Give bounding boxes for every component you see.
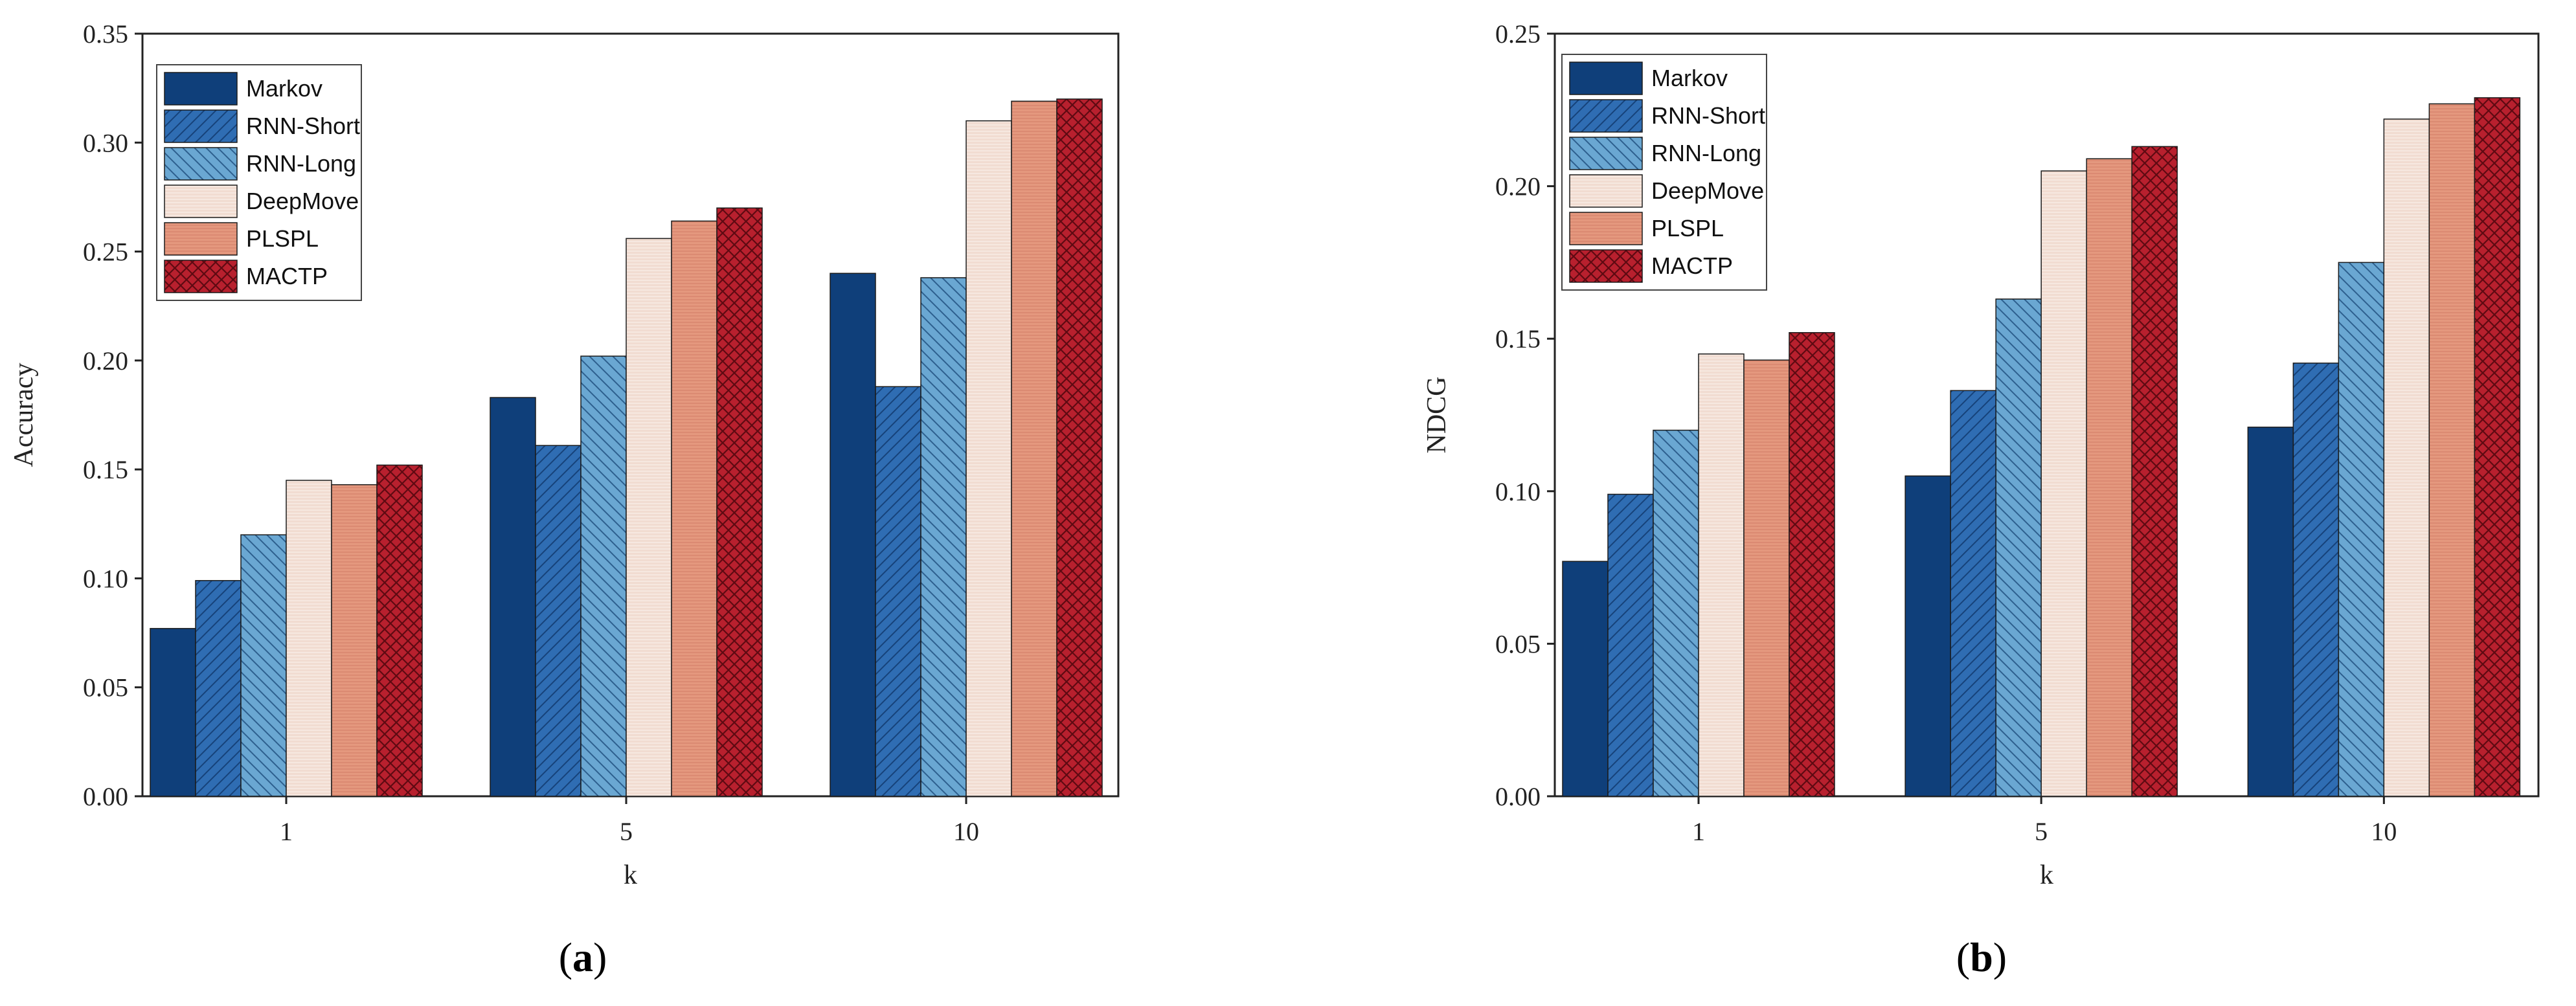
- legend-swatch-deepmove: [1569, 174, 1643, 208]
- y-tick-label: 0.10: [1495, 477, 1541, 506]
- y-tick-label: 0.30: [83, 128, 128, 157]
- bar-markov-k10: [830, 273, 876, 797]
- bar-deepmove-k5: [626, 238, 672, 797]
- legend-label-plspl: PLSPL: [1651, 215, 1724, 241]
- bar-rnn-short-k10: [2292, 363, 2340, 797]
- bar-mactp-k5: [2131, 146, 2178, 797]
- legend: Markov RNN-Short RNN-Long DeepMove PLSPL MACT…: [156, 64, 362, 301]
- y-tick-label: 0.15: [1495, 324, 1541, 353]
- legend-swatch-markov: [164, 72, 238, 106]
- legend-label-deepmove: DeepMove: [1651, 177, 1764, 204]
- y-tick-label: 0.25: [1495, 19, 1541, 49]
- bar-rnn-short-k10: [875, 386, 921, 797]
- bar-rnn-short-k1: [195, 580, 242, 797]
- y-tick-label: 0.15: [83, 455, 128, 484]
- legend-swatch-plspl: [164, 222, 238, 256]
- bar-deepmove-k5: [2040, 170, 2087, 797]
- x-axis-title: k: [624, 860, 637, 890]
- bar-deepmove-k10: [966, 120, 1012, 797]
- bar-plspl-k1: [1743, 359, 1790, 797]
- bar-markov-k1: [150, 628, 196, 797]
- legend-swatch-plspl: [1569, 212, 1643, 245]
- legend-label-rnn-short: RNN-Short: [1651, 102, 1765, 129]
- bar-mactp-k5: [716, 207, 763, 797]
- panel-label: (b): [1956, 934, 2007, 980]
- bar-markov-k1: [1562, 561, 1609, 797]
- bar-markov-k5: [490, 397, 536, 797]
- y-tick-label: 0.00: [83, 782, 128, 811]
- legend-label-mactp: MACTP: [1651, 252, 1733, 279]
- bar-rnn-long-k5: [580, 355, 627, 797]
- legend-label-markov: Markov: [246, 75, 322, 102]
- bar-plspl-k10: [1011, 100, 1057, 797]
- legend-swatch-deepmove: [164, 184, 238, 218]
- legend-swatch-mactp: [164, 260, 238, 293]
- y-tick-label: 0.10: [83, 564, 128, 593]
- y-tick-label: 0.25: [83, 238, 128, 267]
- bar-plspl-k10: [2428, 103, 2476, 797]
- bar-deepmove-k1: [1698, 353, 1745, 797]
- legend-swatch-rnn-long: [164, 147, 238, 181]
- x-tick-label: 1: [280, 817, 293, 846]
- bar-rnn-long-k1: [1653, 429, 1699, 797]
- legend-label-rnn-short: RNN-Short: [246, 113, 360, 139]
- legend-swatch-mactp: [1569, 249, 1643, 283]
- bar-rnn-long-k1: [240, 534, 287, 797]
- bar-mactp-k1: [376, 464, 423, 797]
- bar-rnn-short-k5: [535, 445, 582, 797]
- bar-mactp-k10: [1056, 98, 1103, 797]
- x-tick-label: 10: [2371, 817, 2397, 846]
- legend-label-rnn-long: RNN-Long: [1651, 140, 1761, 166]
- bar-plspl-k5: [671, 220, 717, 797]
- y-tick-label: 0.05: [83, 673, 128, 702]
- bar-mactp-k1: [1789, 332, 1835, 797]
- legend-label-markov: Markov: [1651, 65, 1728, 91]
- bar-markov-k10: [2247, 427, 2294, 797]
- chart-panel-a: 0.00 0.05 0.10 0.15 0.20 0.25 0.30 0.35 Accuracy…: [9, 19, 1120, 980]
- bar-rnn-short-k5: [1950, 390, 1996, 797]
- bar-deepmove-k1: [286, 480, 332, 797]
- y-tick-label: 0.00: [1495, 782, 1541, 811]
- y-axis-title: NDCG: [1422, 376, 1452, 453]
- bar-rnn-long-k10: [920, 277, 967, 797]
- chart-panel-b: 0.00 0.05 0.10 0.15 0.20 0.25 NDCG 1 5 10 k Markov R…: [1422, 19, 2540, 980]
- y-tick-label: 0.35: [83, 19, 128, 49]
- legend-swatch-rnn-long: [1569, 137, 1643, 170]
- bar-plspl-k5: [2086, 158, 2132, 797]
- legend-label-rnn-long: RNN-Long: [246, 150, 356, 177]
- bar-markov-k5: [1904, 475, 1951, 797]
- legend-swatch-markov: [1569, 61, 1643, 95]
- legend-label-mactp: MACTP: [246, 263, 328, 289]
- legend-swatch-rnn-short: [164, 109, 238, 143]
- legend: Markov RNN-Short RNN-Long DeepMove PLSPL MACT…: [1561, 54, 1767, 291]
- x-tick-label: 5: [2035, 817, 2048, 846]
- bar-rnn-long-k5: [1995, 298, 2042, 797]
- panel-label: (a): [559, 934, 607, 980]
- x-tick-label: 5: [620, 817, 633, 846]
- legend-label-deepmove: DeepMove: [246, 188, 359, 214]
- bar-rnn-short-k1: [1607, 493, 1654, 797]
- bar-rnn-long-k10: [2338, 262, 2385, 797]
- bar-deepmove-k10: [2383, 118, 2430, 797]
- x-tick-label: 10: [953, 817, 979, 846]
- y-tick-label: 0.20: [1495, 172, 1541, 201]
- y-axis-title: Accuracy: [9, 363, 39, 467]
- bar-plspl-k1: [331, 484, 378, 797]
- x-tick-label: 1: [1692, 817, 1705, 846]
- x-axis-title: k: [2040, 860, 2053, 890]
- legend-label-plspl: PLSPL: [246, 225, 319, 252]
- legend-swatch-rnn-short: [1569, 99, 1643, 133]
- y-tick-label: 0.20: [83, 346, 128, 375]
- y-tick-label: 0.05: [1495, 629, 1541, 658]
- bar-mactp-k10: [2474, 97, 2521, 797]
